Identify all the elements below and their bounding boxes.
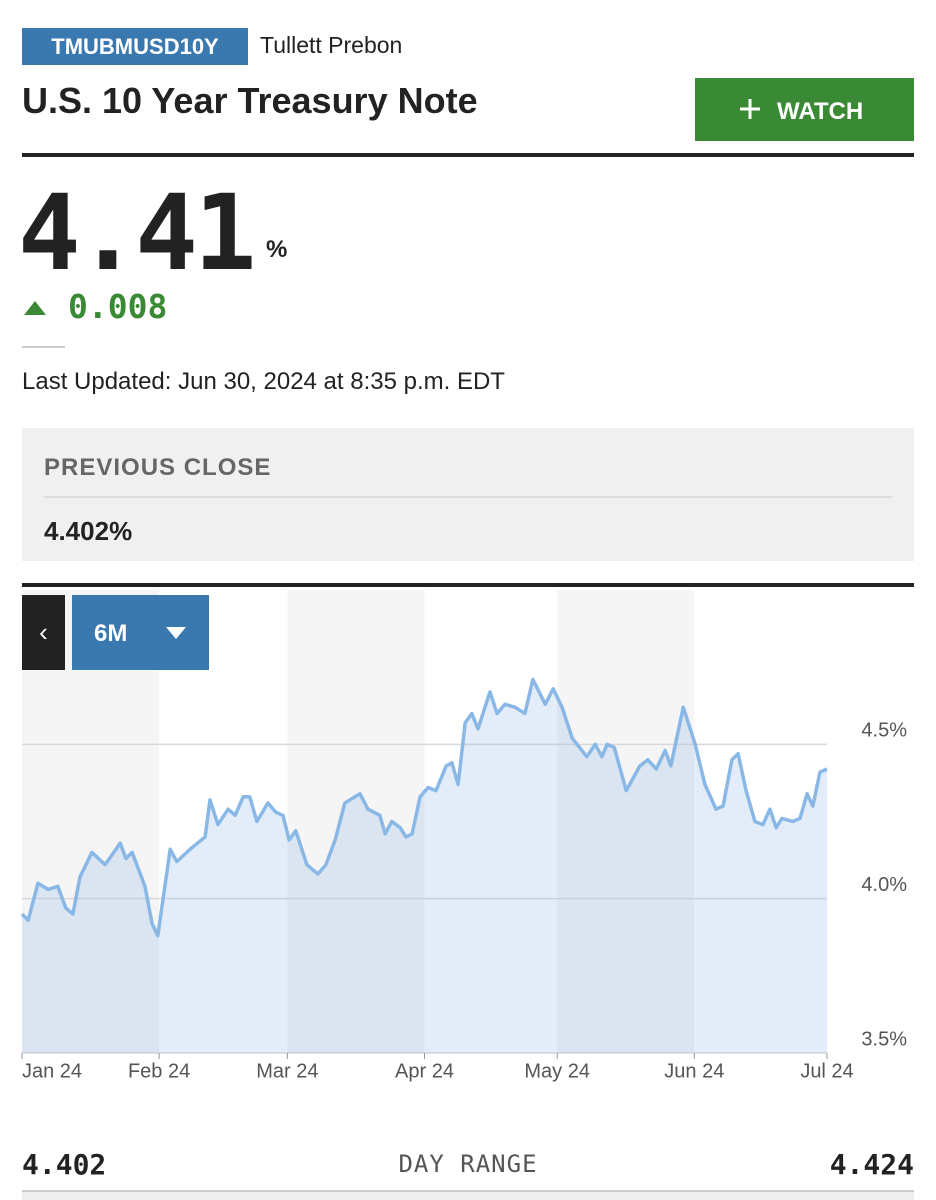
month-band: [557, 590, 695, 1053]
rule: [44, 496, 892, 498]
watch-label: WATCH: [777, 98, 864, 125]
line: [20, 677, 828, 938]
rule: [22, 583, 914, 587]
up-arrow: [24, 301, 46, 315]
month-band: [694, 590, 827, 1053]
dropdown-arrow: [166, 627, 186, 639]
x-tick-label: Mar 24: [256, 1060, 318, 1082]
day-range-high: 4.424: [829, 1148, 914, 1181]
last-updated: Last Updated: Jun 30, 2024 at 8:35 p.m. …: [22, 368, 505, 395]
back-button[interactable]: ‹: [22, 595, 65, 670]
y-tick-label: 4.0%: [861, 874, 907, 896]
previous-close-label: PREVIOUS CLOSE: [44, 454, 272, 481]
range-label: 6M: [94, 620, 128, 647]
rule: [22, 153, 914, 157]
area: [22, 679, 827, 1053]
price: 4.41: [18, 172, 256, 294]
price-unit: %: [266, 236, 288, 263]
change: 0.008: [68, 287, 168, 326]
month-band: [287, 590, 425, 1053]
month-band: [424, 590, 558, 1053]
y-tick-label: 3.5%: [861, 1028, 907, 1050]
x-tick-label: Jul 24: [800, 1060, 853, 1082]
title: U.S. 10 Year Treasury Note: [22, 80, 478, 121]
x-tick-label: Feb 24: [128, 1060, 190, 1082]
previous-close-box: PREVIOUS CLOSE 4.402%: [22, 428, 914, 561]
range-bar: [22, 1190, 914, 1200]
rule: [22, 346, 65, 348]
plus-icon: [740, 99, 760, 119]
x-tick-label: Jun 24: [664, 1060, 724, 1082]
y-tick-label: 4.5%: [861, 720, 907, 742]
previous-close-value: 4.402%: [44, 516, 133, 546]
x-tick-label: Apr 24: [395, 1060, 454, 1082]
x-tick-label: May 24: [524, 1060, 590, 1082]
range-selector[interactable]: 6M: [72, 595, 209, 670]
symbol-badge: TMUBMUSD10Y: [22, 28, 248, 65]
day-range-low: 4.402: [22, 1148, 107, 1181]
source: Tullett Prebon: [260, 32, 403, 58]
day-range-label: DAY RANGE: [398, 1150, 538, 1178]
watch-button[interactable]: WATCH: [695, 78, 914, 141]
x-tick-label: Jan 24: [22, 1060, 82, 1082]
